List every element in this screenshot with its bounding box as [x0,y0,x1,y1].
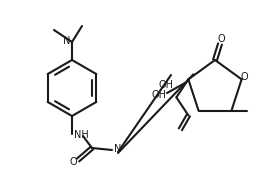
Text: O: O [69,157,77,167]
Text: O: O [217,34,225,44]
Text: NH: NH [74,130,89,140]
Text: N: N [63,36,71,46]
Text: O: O [241,72,248,82]
Text: OH: OH [159,80,174,90]
Text: N: N [114,144,121,154]
Text: OH: OH [152,90,166,100]
